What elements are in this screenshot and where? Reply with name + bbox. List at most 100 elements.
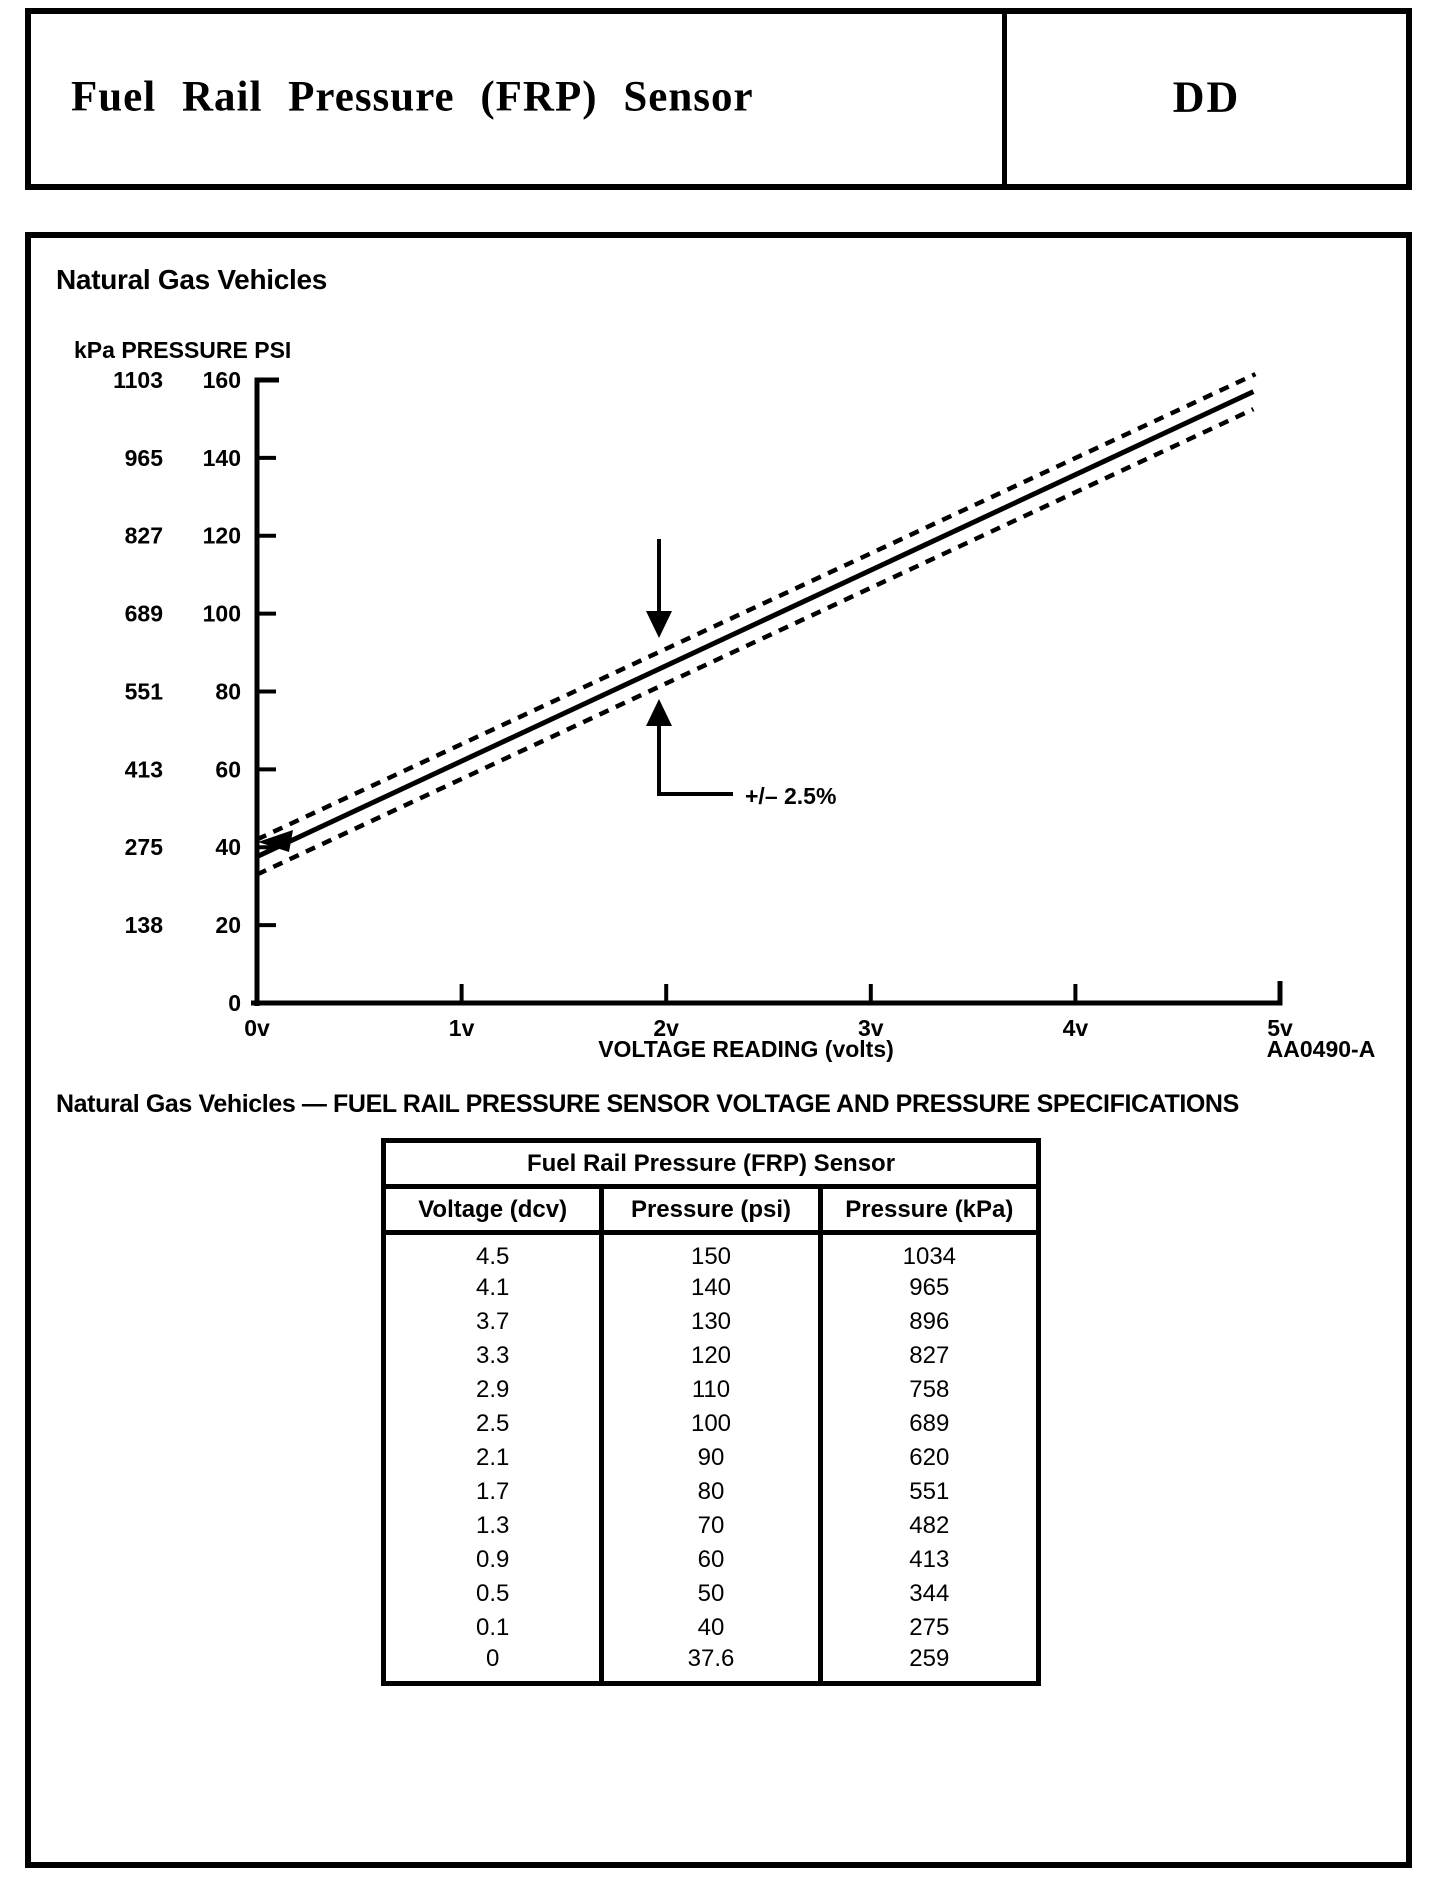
table-cell: 0 (485, 1645, 500, 1672)
x-tick-label: 3v (858, 1015, 884, 1041)
axis-unit-label: kPa PRESSURE PSI (74, 337, 291, 363)
x-tick-label: 0v (244, 1015, 270, 1041)
y-tick-kpa-label: 275 (125, 834, 164, 860)
table-row: 0 37.6 259 (384, 1645, 1039, 1684)
y-tick-psi-label: 120 (203, 523, 241, 549)
line-nominal (255, 389, 1255, 859)
table-row: 0.1 40 275 (384, 1611, 1039, 1645)
y-tick-psi-label: 60 (215, 756, 241, 782)
spec-table-title: Fuel Rail Pressure (FRP) Sensor (383, 1140, 1039, 1189)
table-cell: 90 (599, 1441, 821, 1475)
x-tick-label: 5v (1267, 1015, 1293, 1041)
page-code: DD (1172, 72, 1241, 122)
table-cell: 100 (599, 1407, 821, 1441)
table-cell: 1.7 (475, 1478, 510, 1505)
table-cell: 689 (817, 1407, 1039, 1441)
spec-table-column-header: Voltage (dcv) (383, 1186, 602, 1235)
table-cell: 80 (599, 1475, 821, 1509)
table-cell: 3.3 (475, 1342, 510, 1369)
tolerance-arrow-up-stem (657, 718, 733, 796)
table-cell: 2.5 (475, 1410, 510, 1437)
table-cell: 965 (817, 1271, 1039, 1305)
table-cell: 40 (599, 1611, 821, 1645)
y-tick-kpa-label: 551 (125, 678, 164, 704)
spec-table-column-header: Pressure (psi) (599, 1186, 821, 1235)
table-cell: 0.9 (475, 1546, 510, 1573)
table-cell: 758 (817, 1373, 1039, 1407)
x-tick-label: 1v (449, 1015, 475, 1041)
y-tick-kpa-label: 827 (125, 523, 163, 549)
y-tick-kpa-label: 413 (125, 756, 163, 782)
table-cell: 2.9 (475, 1376, 510, 1403)
spec-table-head: Fuel Rail Pressure (FRP) Sensor Voltage (… (383, 1140, 1039, 1235)
table-cell: 1.3 (475, 1512, 510, 1539)
table-row: 4.5 150 1034 (384, 1232, 1039, 1271)
pressure-voltage-chart: 0 20 40 60 80 100 120 140 160 138 275 413 551 689 827 9… (74, 337, 1376, 1062)
y-tick-psi-label: 100 (203, 601, 241, 627)
tolerance-annotation: +/– 2.5% (745, 783, 836, 809)
table-cell: 482 (817, 1509, 1039, 1543)
x-axis-title: VOLTAGE READING (volts) (598, 1036, 894, 1062)
table-cell: 620 (817, 1441, 1039, 1475)
y-tick-psi-label: 140 (203, 445, 241, 471)
table-cell: 551 (817, 1475, 1039, 1509)
table-cell: 4.1 (475, 1274, 510, 1301)
table-cell: 2.1 (475, 1444, 510, 1471)
table-cell: 37.6 (599, 1645, 821, 1684)
y-tick-psi-label: 80 (215, 678, 241, 704)
line-lower-tolerance (256, 407, 1255, 877)
y-tick-kpa-label: 689 (125, 601, 163, 627)
table-cell: 140 (599, 1271, 821, 1305)
y-tick-psi-label: 20 (215, 912, 241, 938)
line-upper-tolerance (256, 372, 1257, 842)
table-row: 1.7 80 551 (384, 1475, 1039, 1509)
y-tick-psi-label: 160 (203, 367, 241, 393)
axes (251, 377, 1283, 1006)
table-row: 3.7 130 896 (384, 1305, 1039, 1339)
table-row: 4.1 140 965 (384, 1271, 1039, 1305)
x-tick-label: 4v (1063, 1015, 1089, 1041)
table-row: 0.9 60 413 (384, 1543, 1039, 1577)
table-cell: 4.5 (475, 1243, 510, 1270)
spec-table: Fuel Rail Pressure (FRP) Sensor Voltage (… (381, 1138, 1041, 1686)
y-tick-kpa-label: 138 (125, 912, 164, 938)
document-header: Fuel Rail Pressure (FRP) Sensor DD (25, 8, 1412, 190)
table-cell: 413 (817, 1543, 1039, 1577)
figure-code: AA0490-A (1267, 1036, 1376, 1062)
table-cell: 3.7 (475, 1308, 510, 1335)
content-panel: Natural Gas Vehicles 0 20 40 60 80 100 120 140 1… (25, 232, 1412, 1868)
tolerance-arrow-up-head (646, 699, 672, 726)
table-cell: 50 (599, 1577, 821, 1611)
y-tick-kpa-label: 1103 (113, 367, 163, 393)
table-cell: 1034 (817, 1232, 1039, 1271)
table-row: 2.5 100 689 (384, 1407, 1039, 1441)
line-start-arrowhead (258, 830, 293, 852)
table-row: 2.9 110 758 (384, 1373, 1039, 1407)
table-cell: 60 (599, 1543, 821, 1577)
spec-table-body: 4.5 150 1034 4.1 140 965 3.7 130 896 3.3 120 827 2.9… (384, 1232, 1039, 1684)
y-tick-psi-label: 40 (215, 834, 241, 860)
table-row: 2.1 90 620 (384, 1441, 1039, 1475)
tolerance-arrow-down-head (646, 611, 672, 638)
table-cell: 275 (817, 1611, 1039, 1645)
table-cell: 0.5 (475, 1580, 510, 1607)
y-tick-kpa-label: 965 (125, 445, 164, 471)
page-title: Fuel Rail Pressure (FRP) Sensor (71, 73, 754, 121)
header-divider (1002, 14, 1007, 184)
table-cell: 0.1 (475, 1614, 510, 1641)
table-row: 3.3 120 827 (384, 1339, 1039, 1373)
y-tick-psi-label: 0 (228, 990, 241, 1016)
table-row: 1.3 70 482 (384, 1509, 1039, 1543)
table-cell: 130 (599, 1305, 821, 1339)
table-cell: 896 (817, 1305, 1039, 1339)
table-cell: 827 (817, 1339, 1039, 1373)
table-cell: 259 (817, 1645, 1039, 1684)
x-tick-label: 2v (653, 1015, 679, 1041)
table-cell: 120 (599, 1339, 821, 1373)
table-cell: 344 (817, 1577, 1039, 1611)
table-cell: 70 (599, 1509, 821, 1543)
table-row: 0.5 50 344 (384, 1577, 1039, 1611)
table-cell: 150 (599, 1232, 821, 1271)
spec-table-column-header: Pressure (kPa) (817, 1186, 1039, 1235)
chart-section-heading: Natural Gas Vehicles (56, 264, 328, 295)
